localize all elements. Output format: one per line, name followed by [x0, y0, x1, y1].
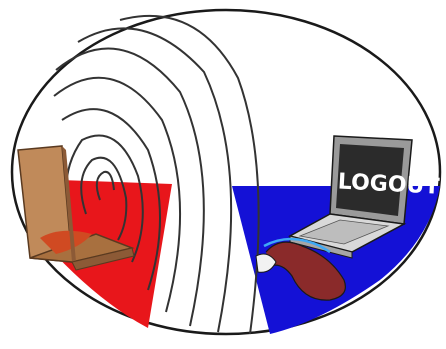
signal-arcs	[53, 14, 260, 335]
pizza-box	[17, 145, 135, 271]
cable	[255, 237, 346, 301]
logout-screen-text: LOGOUT	[337, 169, 440, 199]
laptop-screen	[336, 144, 404, 216]
laptop: LOGOUT	[287, 135, 440, 259]
